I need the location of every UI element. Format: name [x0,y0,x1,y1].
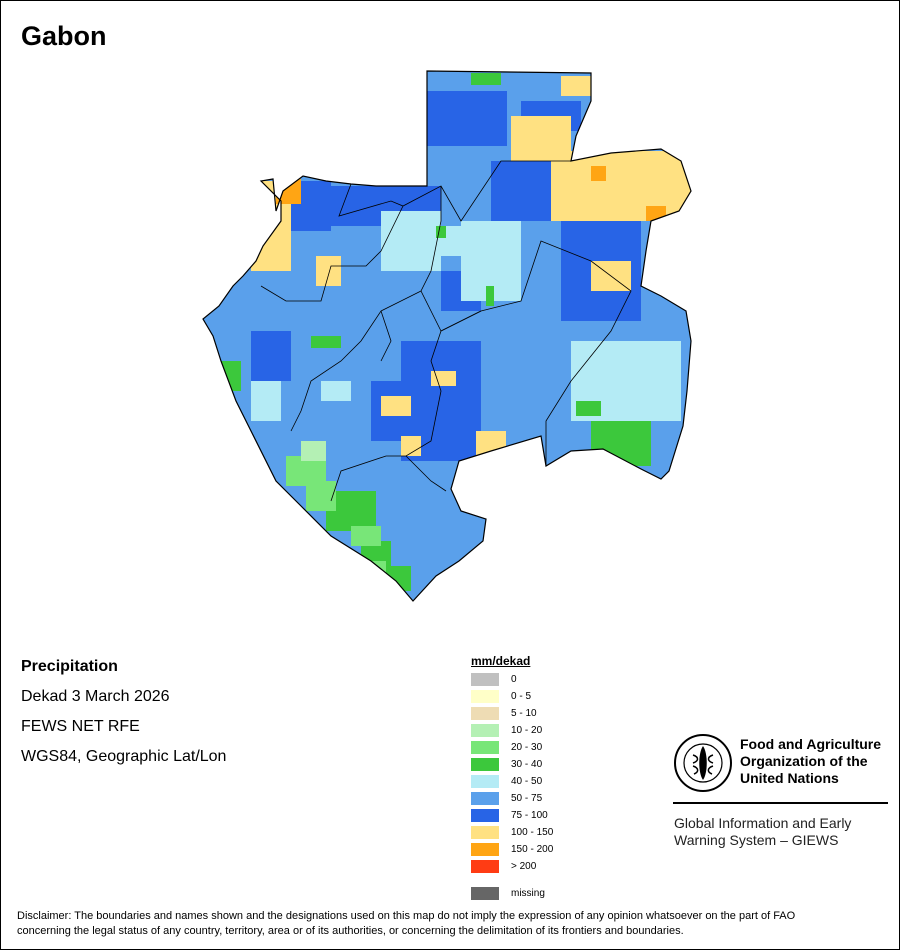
legend-swatch [471,741,499,754]
legend-swatch [471,775,499,788]
legend-label: 100 - 150 [511,827,554,838]
giews-name: Global Information and Early Warning Sys… [674,815,851,849]
legend-swatch [471,809,499,822]
legend-label: 20 - 30 [511,742,543,753]
disclaimer-line: Disclaimer: The boundaries and names sho… [17,910,796,922]
map-period: Dekad 3 March 2026 [21,688,170,705]
legend-label: 50 - 75 [511,793,543,804]
legend-label: 5 - 10 [511,708,537,719]
legend-swatch [471,792,499,805]
precipitation-map [202,70,692,602]
fao-name-line: Food and Agriculture [740,736,882,752]
legend-swatch [471,673,499,686]
legend-swatch [471,860,499,873]
legend-label: 30 - 40 [511,759,543,770]
fao-name-line: Organization of the [740,753,868,769]
legend-swatch [471,826,499,839]
legend-swatch [471,843,499,856]
legend-label: 0 - 5 [511,691,532,702]
legend-swatch [471,724,499,737]
legend-label: missing [511,888,545,899]
legend-label: > 200 [511,861,537,872]
legend-label: 40 - 50 [511,776,543,787]
fao-name: Food and Agriculture Organization of the… [740,736,881,787]
legend-swatch [471,887,499,900]
disclaimer-line: concerning the legal status of any count… [17,925,684,937]
map-source: FEWS NET RFE [21,718,140,735]
fao-logo-icon [674,734,732,792]
giews-line: Warning System – GIEWS [674,832,839,848]
legend-label: 10 - 20 [511,725,543,736]
giews-line: Global Information and Early [674,815,852,831]
map-variable: Precipitation [21,658,118,675]
legend-swatch [471,758,499,771]
legend-swatch [471,690,499,703]
map-title: Gabon [21,21,107,51]
divider [673,802,888,804]
map-projection: WGS84, Geographic Lat/Lon [21,748,227,765]
legend-label: 150 - 200 [511,844,554,855]
legend-swatch [471,707,499,720]
legend-title: mm/dekad [471,654,531,668]
fao-name-line: United Nations [740,770,839,786]
legend-label: 75 - 100 [511,810,548,821]
disclaimer: Disclaimer: The boundaries and names sho… [17,909,887,939]
legend-label: 0 [511,674,517,685]
